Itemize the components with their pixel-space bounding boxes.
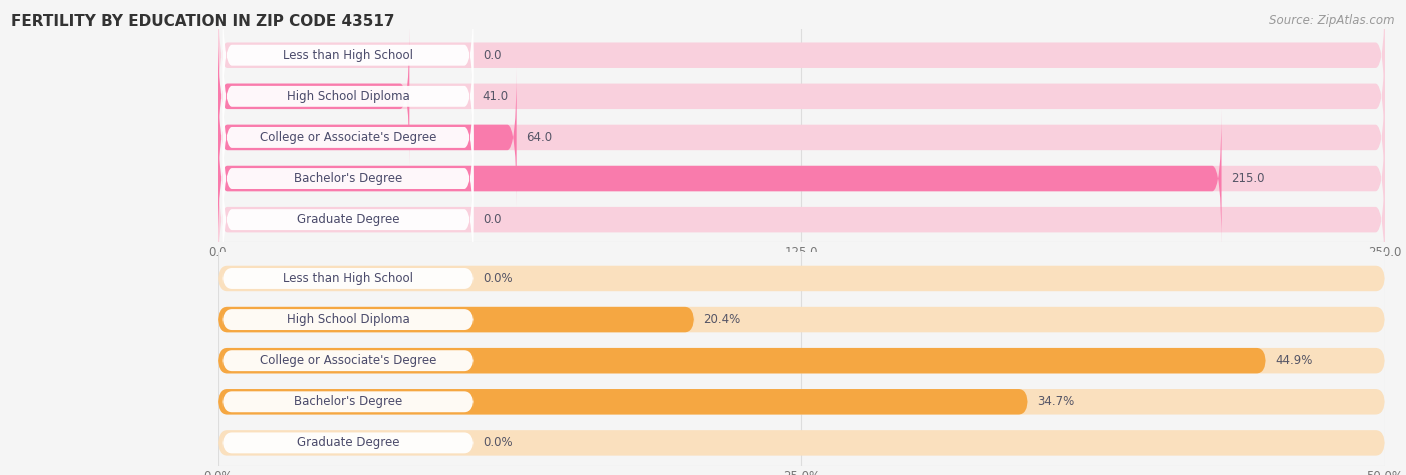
FancyBboxPatch shape: [222, 148, 474, 291]
FancyBboxPatch shape: [218, 307, 1385, 332]
Text: High School Diploma: High School Diploma: [287, 90, 409, 103]
Text: College or Associate's Degree: College or Associate's Degree: [260, 131, 436, 144]
FancyBboxPatch shape: [218, 389, 1385, 415]
FancyBboxPatch shape: [222, 309, 474, 330]
Text: 0.0: 0.0: [482, 213, 502, 226]
FancyBboxPatch shape: [222, 432, 474, 453]
FancyBboxPatch shape: [218, 0, 1385, 125]
FancyBboxPatch shape: [222, 0, 474, 127]
Text: 34.7%: 34.7%: [1038, 395, 1074, 408]
FancyBboxPatch shape: [218, 307, 695, 332]
Text: Graduate Degree: Graduate Degree: [297, 437, 399, 449]
FancyBboxPatch shape: [218, 348, 1265, 373]
FancyBboxPatch shape: [222, 25, 474, 168]
Text: 0.0%: 0.0%: [482, 272, 512, 285]
Text: High School Diploma: High School Diploma: [287, 313, 409, 326]
Text: FERTILITY BY EDUCATION IN ZIP CODE 43517: FERTILITY BY EDUCATION IN ZIP CODE 43517: [11, 14, 395, 29]
FancyBboxPatch shape: [222, 268, 474, 289]
FancyBboxPatch shape: [222, 66, 474, 209]
FancyBboxPatch shape: [218, 109, 1222, 248]
Text: 64.0: 64.0: [526, 131, 553, 144]
Text: 0.0%: 0.0%: [482, 437, 512, 449]
FancyBboxPatch shape: [218, 150, 1385, 289]
Text: Bachelor's Degree: Bachelor's Degree: [294, 395, 402, 408]
Text: Bachelor's Degree: Bachelor's Degree: [294, 172, 402, 185]
Text: 20.4%: 20.4%: [703, 313, 741, 326]
Text: 215.0: 215.0: [1230, 172, 1264, 185]
Text: 0.0: 0.0: [482, 49, 502, 62]
Text: Graduate Degree: Graduate Degree: [297, 213, 399, 226]
FancyBboxPatch shape: [222, 107, 474, 250]
FancyBboxPatch shape: [222, 391, 474, 412]
FancyBboxPatch shape: [218, 389, 1028, 415]
Text: 41.0: 41.0: [482, 90, 509, 103]
Text: College or Associate's Degree: College or Associate's Degree: [260, 354, 436, 367]
FancyBboxPatch shape: [218, 68, 1385, 207]
Text: Less than High School: Less than High School: [283, 272, 413, 285]
FancyBboxPatch shape: [218, 430, 1385, 456]
Text: Less than High School: Less than High School: [283, 49, 413, 62]
FancyBboxPatch shape: [218, 266, 1385, 291]
FancyBboxPatch shape: [218, 109, 1385, 248]
FancyBboxPatch shape: [218, 27, 409, 166]
FancyBboxPatch shape: [218, 27, 1385, 166]
FancyBboxPatch shape: [218, 68, 516, 207]
Text: Source: ZipAtlas.com: Source: ZipAtlas.com: [1270, 14, 1395, 27]
Text: 44.9%: 44.9%: [1275, 354, 1313, 367]
FancyBboxPatch shape: [218, 348, 1385, 373]
FancyBboxPatch shape: [222, 350, 474, 371]
